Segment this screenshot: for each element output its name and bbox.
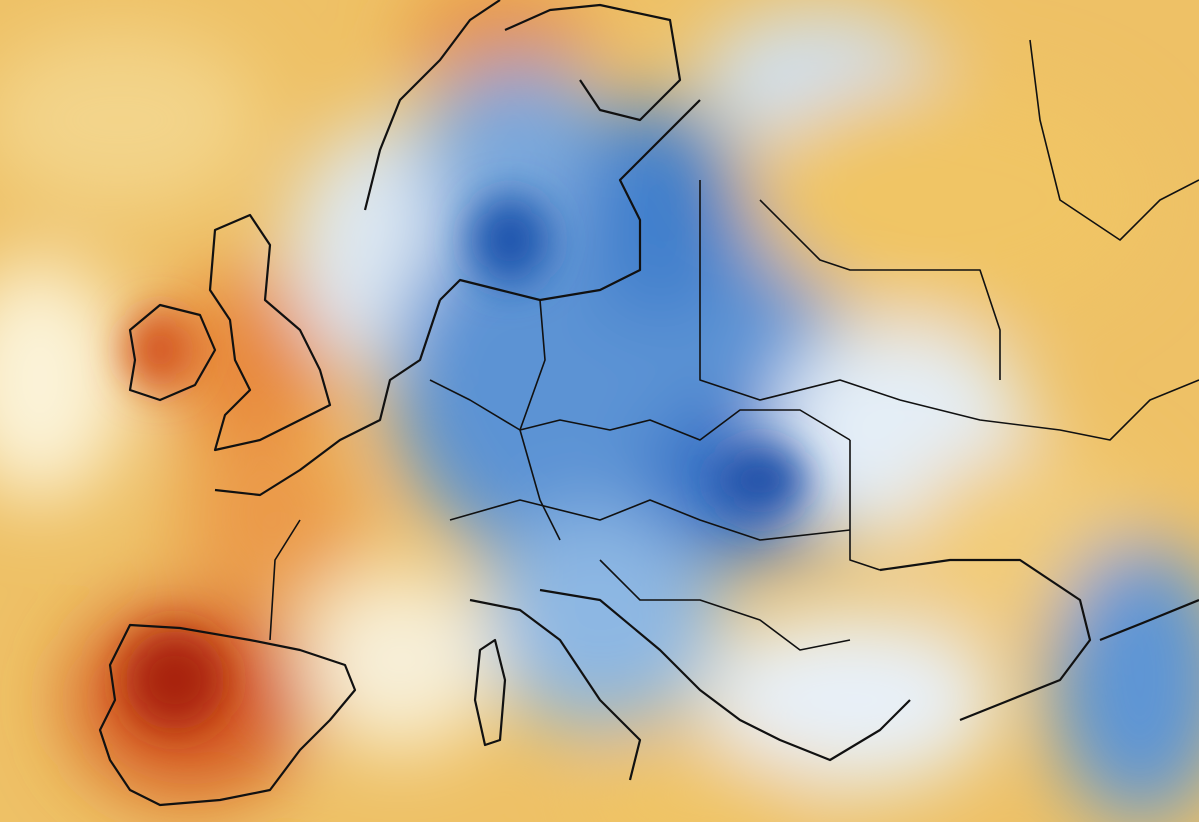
anomaly-peaks [125, 195, 805, 730]
borders [269, 39, 1199, 651]
coastlines [98, 0, 1199, 807]
